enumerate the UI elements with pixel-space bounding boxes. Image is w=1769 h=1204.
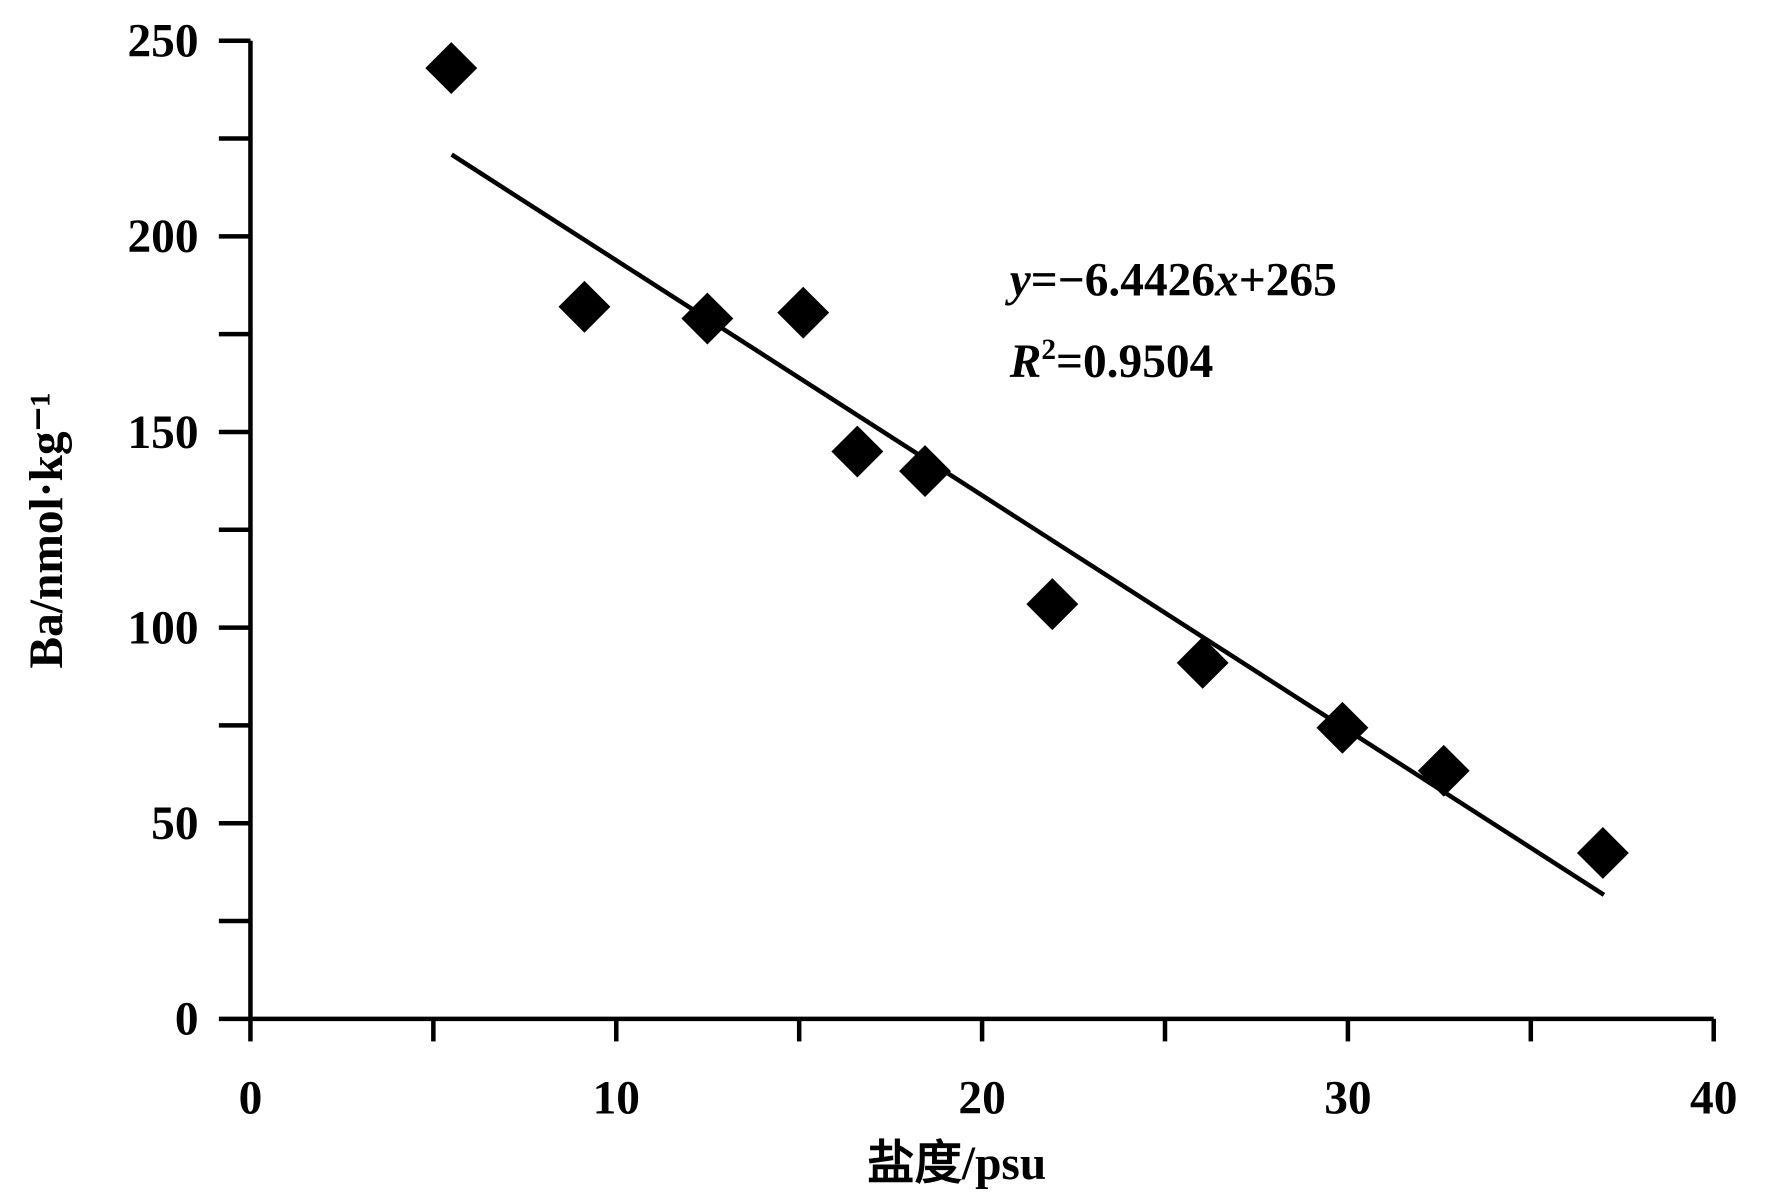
data-point xyxy=(1176,636,1229,689)
x-tick-label: 10 xyxy=(593,1073,640,1125)
data-point xyxy=(558,280,611,333)
y-tick-label: 200 xyxy=(127,211,198,263)
data-point xyxy=(1576,827,1629,879)
equation-annotation: R2=0.9504 xyxy=(1009,334,1214,388)
data-point xyxy=(1026,578,1079,631)
data-point xyxy=(1417,744,1470,797)
trend-line xyxy=(450,152,1606,897)
annotation-part: =0.9504 xyxy=(1056,336,1213,388)
y-axis-label: Ba/nmol·kg⁻¹ xyxy=(21,392,73,668)
data-point xyxy=(777,286,830,339)
y-tick-label: 50 xyxy=(151,798,198,850)
annotation-part: y xyxy=(1005,255,1032,307)
x-axis-label: 盐度/psu xyxy=(867,1137,1046,1190)
y-tick-label: 150 xyxy=(127,407,198,459)
data-point xyxy=(831,425,884,478)
x-tick-label: 30 xyxy=(1324,1073,1371,1125)
y-tick-label: 0 xyxy=(175,994,199,1046)
x-tick-label: 20 xyxy=(958,1073,1005,1125)
data-point xyxy=(425,42,478,95)
y-tick-label: 100 xyxy=(127,602,198,654)
annotation-part: =−6.4426 xyxy=(1031,255,1215,307)
x-tick-label: 40 xyxy=(1690,1073,1737,1125)
annotation-part: x xyxy=(1214,255,1239,307)
x-tick-label: 0 xyxy=(239,1073,263,1125)
y-tick-label: 250 xyxy=(127,16,198,68)
annotation-part: 2 xyxy=(1041,334,1056,366)
equation-annotation: y=−6.4426x+265 xyxy=(1005,255,1337,307)
annotation-part: +265 xyxy=(1239,255,1337,307)
annotation-part: R xyxy=(1009,336,1042,388)
